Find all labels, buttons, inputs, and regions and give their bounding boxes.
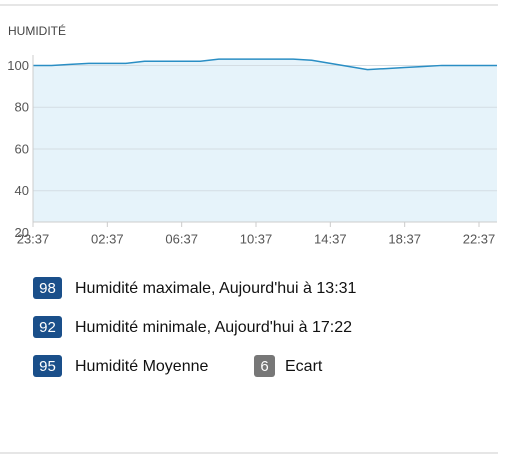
stat-badge — [33, 355, 62, 377]
stat-value: 6 — [260, 358, 268, 375]
line — [33, 58, 497, 71]
x-tick-label: 22:37 — [463, 231, 496, 246]
stat-value: 98 — [39, 280, 56, 297]
stat-label: Humidité Moyenne — [75, 358, 209, 375]
y-tick-label: 40 — [15, 183, 29, 198]
x-tick-label: 18:37 — [388, 231, 421, 246]
stat-label: Humidité maximale, Aujourd'hui à 13:31 — [75, 280, 357, 297]
area — [33, 59, 497, 222]
stat-value: 95 — [39, 358, 56, 375]
stat-badge — [33, 277, 62, 299]
stat-badge — [33, 316, 62, 338]
chart-title: HUMIDITÉ — [8, 23, 66, 38]
x-tick-label: 14:37 — [314, 231, 347, 246]
x-tick-label: 02:37 — [91, 231, 124, 246]
y-tick-label: 80 — [15, 100, 29, 115]
stat-badge — [254, 355, 275, 377]
stat-label: Ecart — [285, 358, 323, 375]
x-tick-label: 10:37 — [240, 231, 273, 246]
stat-label: Humidité minimale, Aujourd'hui à 17:22 — [75, 319, 352, 336]
stat-value: 92 — [39, 319, 56, 336]
x-tick-label: 23:37 — [17, 231, 50, 246]
y-tick-label: 20 — [15, 225, 29, 240]
y-tick-label: 100 — [7, 58, 29, 73]
y-tick-label: 60 — [15, 141, 29, 156]
x-tick-label: 06:37 — [165, 231, 198, 246]
